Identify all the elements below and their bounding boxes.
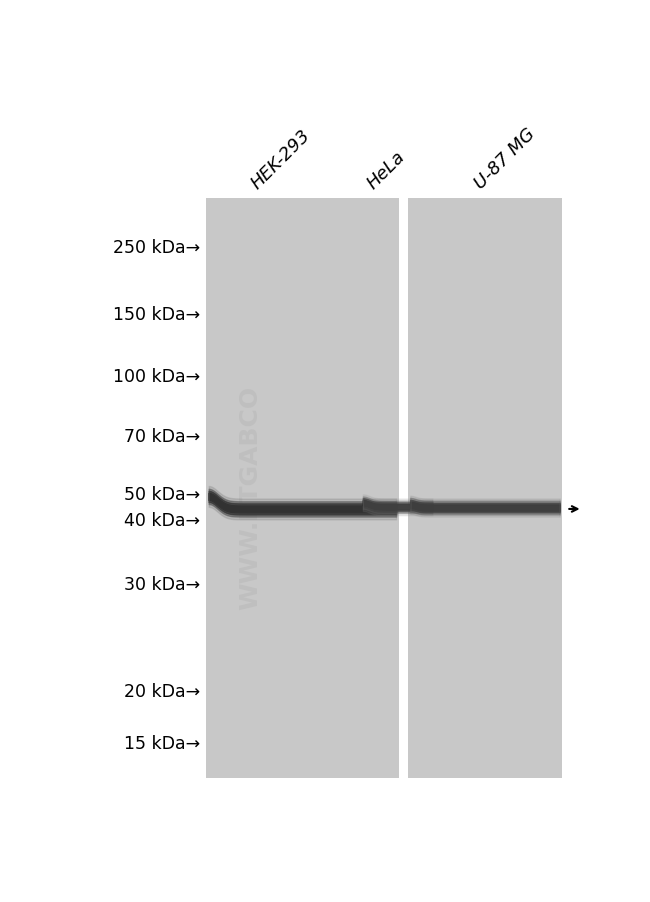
Text: HEK-293: HEK-293 bbox=[248, 126, 314, 193]
Text: HeLa: HeLa bbox=[363, 148, 408, 193]
Text: 250 kDa→: 250 kDa→ bbox=[112, 239, 200, 257]
Text: 15 kDa→: 15 kDa→ bbox=[124, 735, 200, 752]
Text: 100 kDa→: 100 kDa→ bbox=[112, 368, 200, 385]
Bar bbox=[408, 198, 562, 778]
Text: WWW.PTGABCO: WWW.PTGABCO bbox=[238, 385, 262, 609]
Text: 150 kDa→: 150 kDa→ bbox=[112, 306, 200, 324]
Text: U-87 MG: U-87 MG bbox=[471, 125, 540, 193]
Text: 50 kDa→: 50 kDa→ bbox=[124, 485, 200, 503]
Text: 70 kDa→: 70 kDa→ bbox=[124, 428, 200, 446]
Text: 30 kDa→: 30 kDa→ bbox=[124, 575, 200, 594]
Bar bbox=[206, 198, 398, 778]
Text: 40 kDa→: 40 kDa→ bbox=[124, 511, 200, 529]
Text: 20 kDa→: 20 kDa→ bbox=[124, 683, 200, 701]
